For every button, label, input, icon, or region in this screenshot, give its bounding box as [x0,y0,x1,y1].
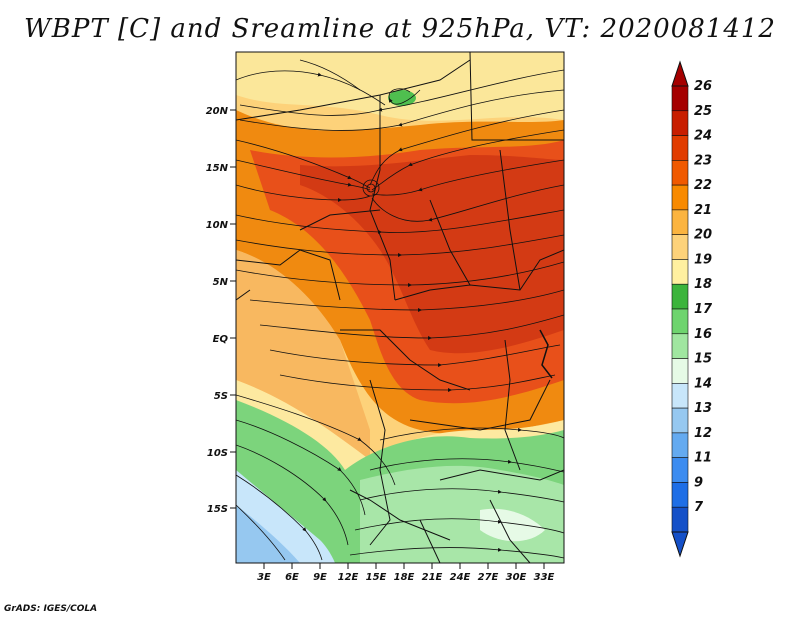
lat-label: 5N [213,277,229,288]
colorbar-segment [671,110,689,136]
lat-label: 15N [206,163,229,174]
colorbar-label: 13 [694,401,712,416]
lat-labels: 20N 15N 10N 5N EQ 5S 10S 15S [206,106,229,515]
colorbar-min-arrow-icon [671,531,689,558]
wbpt-field [236,52,564,563]
colorbar-label: 22 [694,178,712,193]
chart-title: WBPT [C] and Sreamline at 925hPa, VT: 20… [24,14,776,44]
colorbar-label: 23 [694,153,712,168]
country-borders [236,52,564,563]
colorbar-segment [671,407,689,434]
colorbar-segment [671,283,689,310]
plot-frame [235,51,565,564]
lat-ticks [230,109,236,509]
colorbar-label: 14 [694,376,712,391]
colorbar-segment [671,209,689,235]
colorbar-label: 26 [694,79,712,94]
lat-label: 5S [214,391,228,402]
colorbar-label: 12 [694,426,712,441]
colorbar-segment [671,432,689,458]
lon-label: 6E [285,572,299,583]
lat-label: 20N [206,106,229,117]
colorbar-label: 18 [694,277,712,292]
colorbar-label: 9 [694,475,703,490]
colorbar-segment [671,457,689,483]
colorbar-segment [671,234,689,260]
colorbar-segment [671,135,689,161]
colorbar-label: 25 [694,104,712,119]
lon-label: 3E [257,572,271,583]
colorbar-segment [671,184,689,211]
colorbar-segment [671,333,689,359]
colorbar-label: 24 [694,129,712,144]
colorbar-label: 7 [694,500,704,515]
lon-label: 21E [422,572,443,583]
lon-label: 30E [506,572,527,583]
colorbar-segment [671,383,689,409]
colorbar-label: 11 [694,451,712,466]
colorbar-label: 16 [694,327,712,342]
colorbar-label: 20 [694,228,712,243]
colorbar-segment [671,358,689,384]
colorbar-label: 21 [694,203,712,218]
lon-labels: 3E 6E 9E 12E 15E 18E 21E 24E 27E 30E 33E [257,572,554,583]
colorbar-segment [671,160,689,186]
lon-label: 18E [394,572,415,583]
lon-ticks [263,563,545,569]
lon-label: 33E [534,572,555,583]
colorbar: 26 25 24 23 22 21 20 19 18 17 16 15 14 13 12 11 9 7 [671,79,713,533]
lon-label: 9E [313,572,327,583]
lon-label: 24E [450,572,471,583]
lat-label: 10N [206,220,229,231]
colorbar-segment [671,308,689,335]
lon-label: 15E [366,572,387,583]
lon-label: 12E [338,572,359,583]
lon-label: 27E [478,572,499,583]
lat-label: 15S [207,504,228,515]
colorbar-label: 19 [694,252,712,267]
colorbar-segment [671,482,689,508]
lat-label: 10S [207,448,228,459]
streamlines [236,59,564,561]
colorbar-segment [671,85,689,112]
colorbar-label: 15 [694,352,712,367]
lat-label: EQ [213,334,229,345]
cyclone-swirl [362,179,380,197]
colorbar-max-arrow-icon [671,60,689,87]
colorbar-segment [671,259,689,285]
credit-label: GrADS: IGES/COLA [4,604,98,614]
colorbar-label: 17 [694,302,713,317]
colorbar-segment [671,506,689,533]
